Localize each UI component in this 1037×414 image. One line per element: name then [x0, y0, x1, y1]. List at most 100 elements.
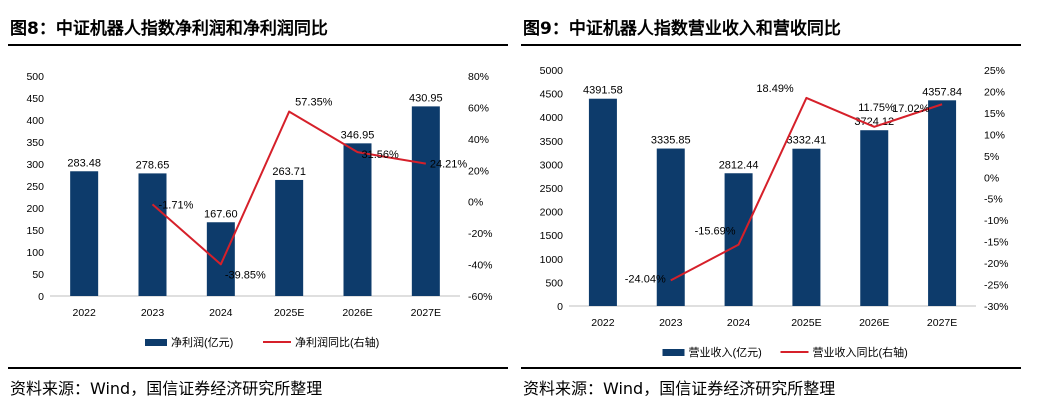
x-tick-label: 2023: [659, 317, 683, 329]
chart-panel-net-profit: 图8：中证机器人指数净利润和净利润同比 0 50 100 150 200 250 300 35…: [8, 0, 508, 414]
y-right-tick-label: -40%: [468, 260, 493, 272]
y-right-tick-label: 25%: [984, 65, 1005, 77]
bar-2025E: [275, 179, 304, 296]
growth-line: [670, 96, 943, 282]
legend-bar-label: 营业收入(亿元): [689, 345, 762, 359]
growth-value-label: -39.85%: [225, 269, 266, 281]
y-right-tick-label: 5%: [984, 151, 999, 163]
y-right-tick-label: -25%: [984, 280, 1009, 292]
growth-value-label: 11.75%: [858, 102, 895, 114]
bar-value-label: 3335.85: [651, 135, 691, 147]
bar-value-label: 3332.41: [787, 135, 827, 147]
bar-value-label: 346.95: [341, 129, 375, 141]
y-right-tick-label: 20%: [984, 86, 1005, 98]
figure-title: 图8：中证机器人指数净利润和净利润同比: [10, 19, 328, 39]
y-left-tick-label: 150: [26, 225, 44, 237]
source-note: 资料来源：Wind，国信证券经济研究所整理: [10, 379, 323, 398]
bar-value-label: 4391.58: [583, 85, 623, 97]
bar-value-label: 278.65: [136, 159, 170, 171]
x-tick-label: 2023: [141, 307, 165, 319]
title-divider: [8, 44, 508, 46]
source-divider: [521, 367, 1021, 369]
growth-value-label: -15.69%: [695, 226, 736, 238]
growth-value-label: -24.04%: [625, 273, 666, 285]
y-right-tick-label: 0%: [468, 197, 483, 209]
bar-value-label: 4357.84: [922, 86, 962, 98]
growth-value-label: -1.71%: [159, 199, 194, 211]
bar-2027E: [411, 106, 440, 296]
bar-2022: [588, 98, 617, 306]
y-left-tick-label: 1500: [540, 230, 564, 242]
growth-value-label: 18.49%: [756, 83, 794, 95]
bar-2022: [70, 171, 99, 296]
y-left-tick-label: 400: [26, 115, 44, 127]
y-left-tick-label: 3000: [540, 159, 564, 171]
y-left-tick-label: 2000: [540, 207, 564, 219]
y-left-tick-label: 500: [26, 71, 44, 83]
growth-value-label: 24.21%: [430, 159, 468, 171]
source-note: 资料来源：Wind，国信证券经济研究所整理: [523, 379, 836, 398]
y-left-tick-label: 3500: [540, 136, 564, 148]
y-left-tick-label: 0: [38, 291, 44, 303]
y-left-tick-label: 2500: [540, 183, 564, 195]
legend-line-label: 净利润同比(右轴): [295, 335, 379, 349]
bar-value-label: 167.60: [204, 208, 238, 220]
bar-2026E: [343, 143, 372, 296]
bar-value-label: 430.95: [409, 92, 443, 104]
bar-2025E: [792, 148, 821, 306]
source-divider: [8, 367, 508, 369]
y-left-tick-label: 4500: [540, 89, 564, 101]
title-divider: [521, 44, 1021, 46]
bar-value-label: 2812.44: [719, 159, 759, 171]
legend-bar-swatch: [145, 339, 167, 346]
x-tick-label: 2024: [727, 317, 751, 329]
x-tick-label: 2026E: [342, 307, 372, 319]
x-tick-label: 2026E: [859, 317, 889, 329]
y-right-tick-label: 60%: [468, 102, 489, 114]
y-left-tick-label: 250: [26, 181, 44, 193]
x-tick-label: 2022: [591, 317, 615, 329]
x-tick-label: 2022: [72, 307, 96, 319]
y-left-tick-label: 200: [26, 203, 44, 215]
y-right-tick-label: 80%: [468, 71, 489, 83]
growth-line: [151, 110, 427, 266]
chart-panel-revenue: 图9：中证机器人指数营业收入和营收同比 0 500 1000 1500 2000 2500…: [521, 0, 1021, 414]
y-left-tick-label: 50: [32, 269, 44, 281]
bar-2027E: [928, 100, 957, 306]
y-right-tick-label: -20%: [468, 228, 493, 240]
figure-title: 图9：中证机器人指数营业收入和营收同比: [523, 19, 841, 39]
bar-2024: [206, 222, 235, 296]
y-right-tick-label: 0%: [984, 172, 999, 184]
y-right-tick-label: -15%: [984, 237, 1009, 249]
y-right-tick-label: 20%: [468, 165, 489, 177]
y-left-tick-label: 4000: [540, 112, 564, 124]
x-tick-label: 2027E: [927, 317, 957, 329]
bar-value-label: 283.48: [67, 157, 101, 169]
bar-2023: [138, 173, 167, 296]
y-right-tick-label: -30%: [984, 301, 1009, 313]
net-profit-chart: 0 50 100 150 200 250 300 350 400 450 500 -60% -40% -2…: [26, 71, 493, 349]
y-right-tick-label: 15%: [984, 108, 1005, 120]
y-left-tick-label: 1000: [540, 254, 564, 266]
y-left-tick-label: 5000: [540, 65, 564, 77]
y-left-tick-label: 0: [557, 301, 563, 313]
legend-bar-label: 净利润(亿元): [171, 335, 233, 349]
y-left-tick-label: 500: [545, 277, 563, 289]
y-left-tick-label: 100: [26, 247, 44, 259]
x-tick-label: 2027E: [411, 307, 441, 319]
x-tick-label: 2025E: [274, 307, 304, 319]
legend-line-label: 营业收入同比(右轴): [813, 345, 908, 359]
bar-2024: [724, 173, 753, 306]
bar-value-label: 3724.12: [854, 116, 894, 128]
y-right-tick-label: -5%: [984, 194, 1003, 206]
y-left-tick-label: 350: [26, 137, 44, 149]
y-left-tick-label: 300: [26, 159, 44, 171]
legend-bar-swatch: [662, 349, 685, 356]
growth-value-label: 31.56%: [362, 149, 400, 161]
y-right-tick-label: 40%: [468, 134, 489, 146]
revenue-chart: 0 500 1000 1500 2000 2500 3000 3500 4000 4500 5000…: [540, 65, 1009, 359]
bar-value-label: 263.71: [272, 166, 306, 178]
bar-2026E: [860, 130, 889, 306]
x-tick-label: 2024: [209, 307, 233, 319]
y-right-tick-label: -10%: [984, 215, 1009, 227]
